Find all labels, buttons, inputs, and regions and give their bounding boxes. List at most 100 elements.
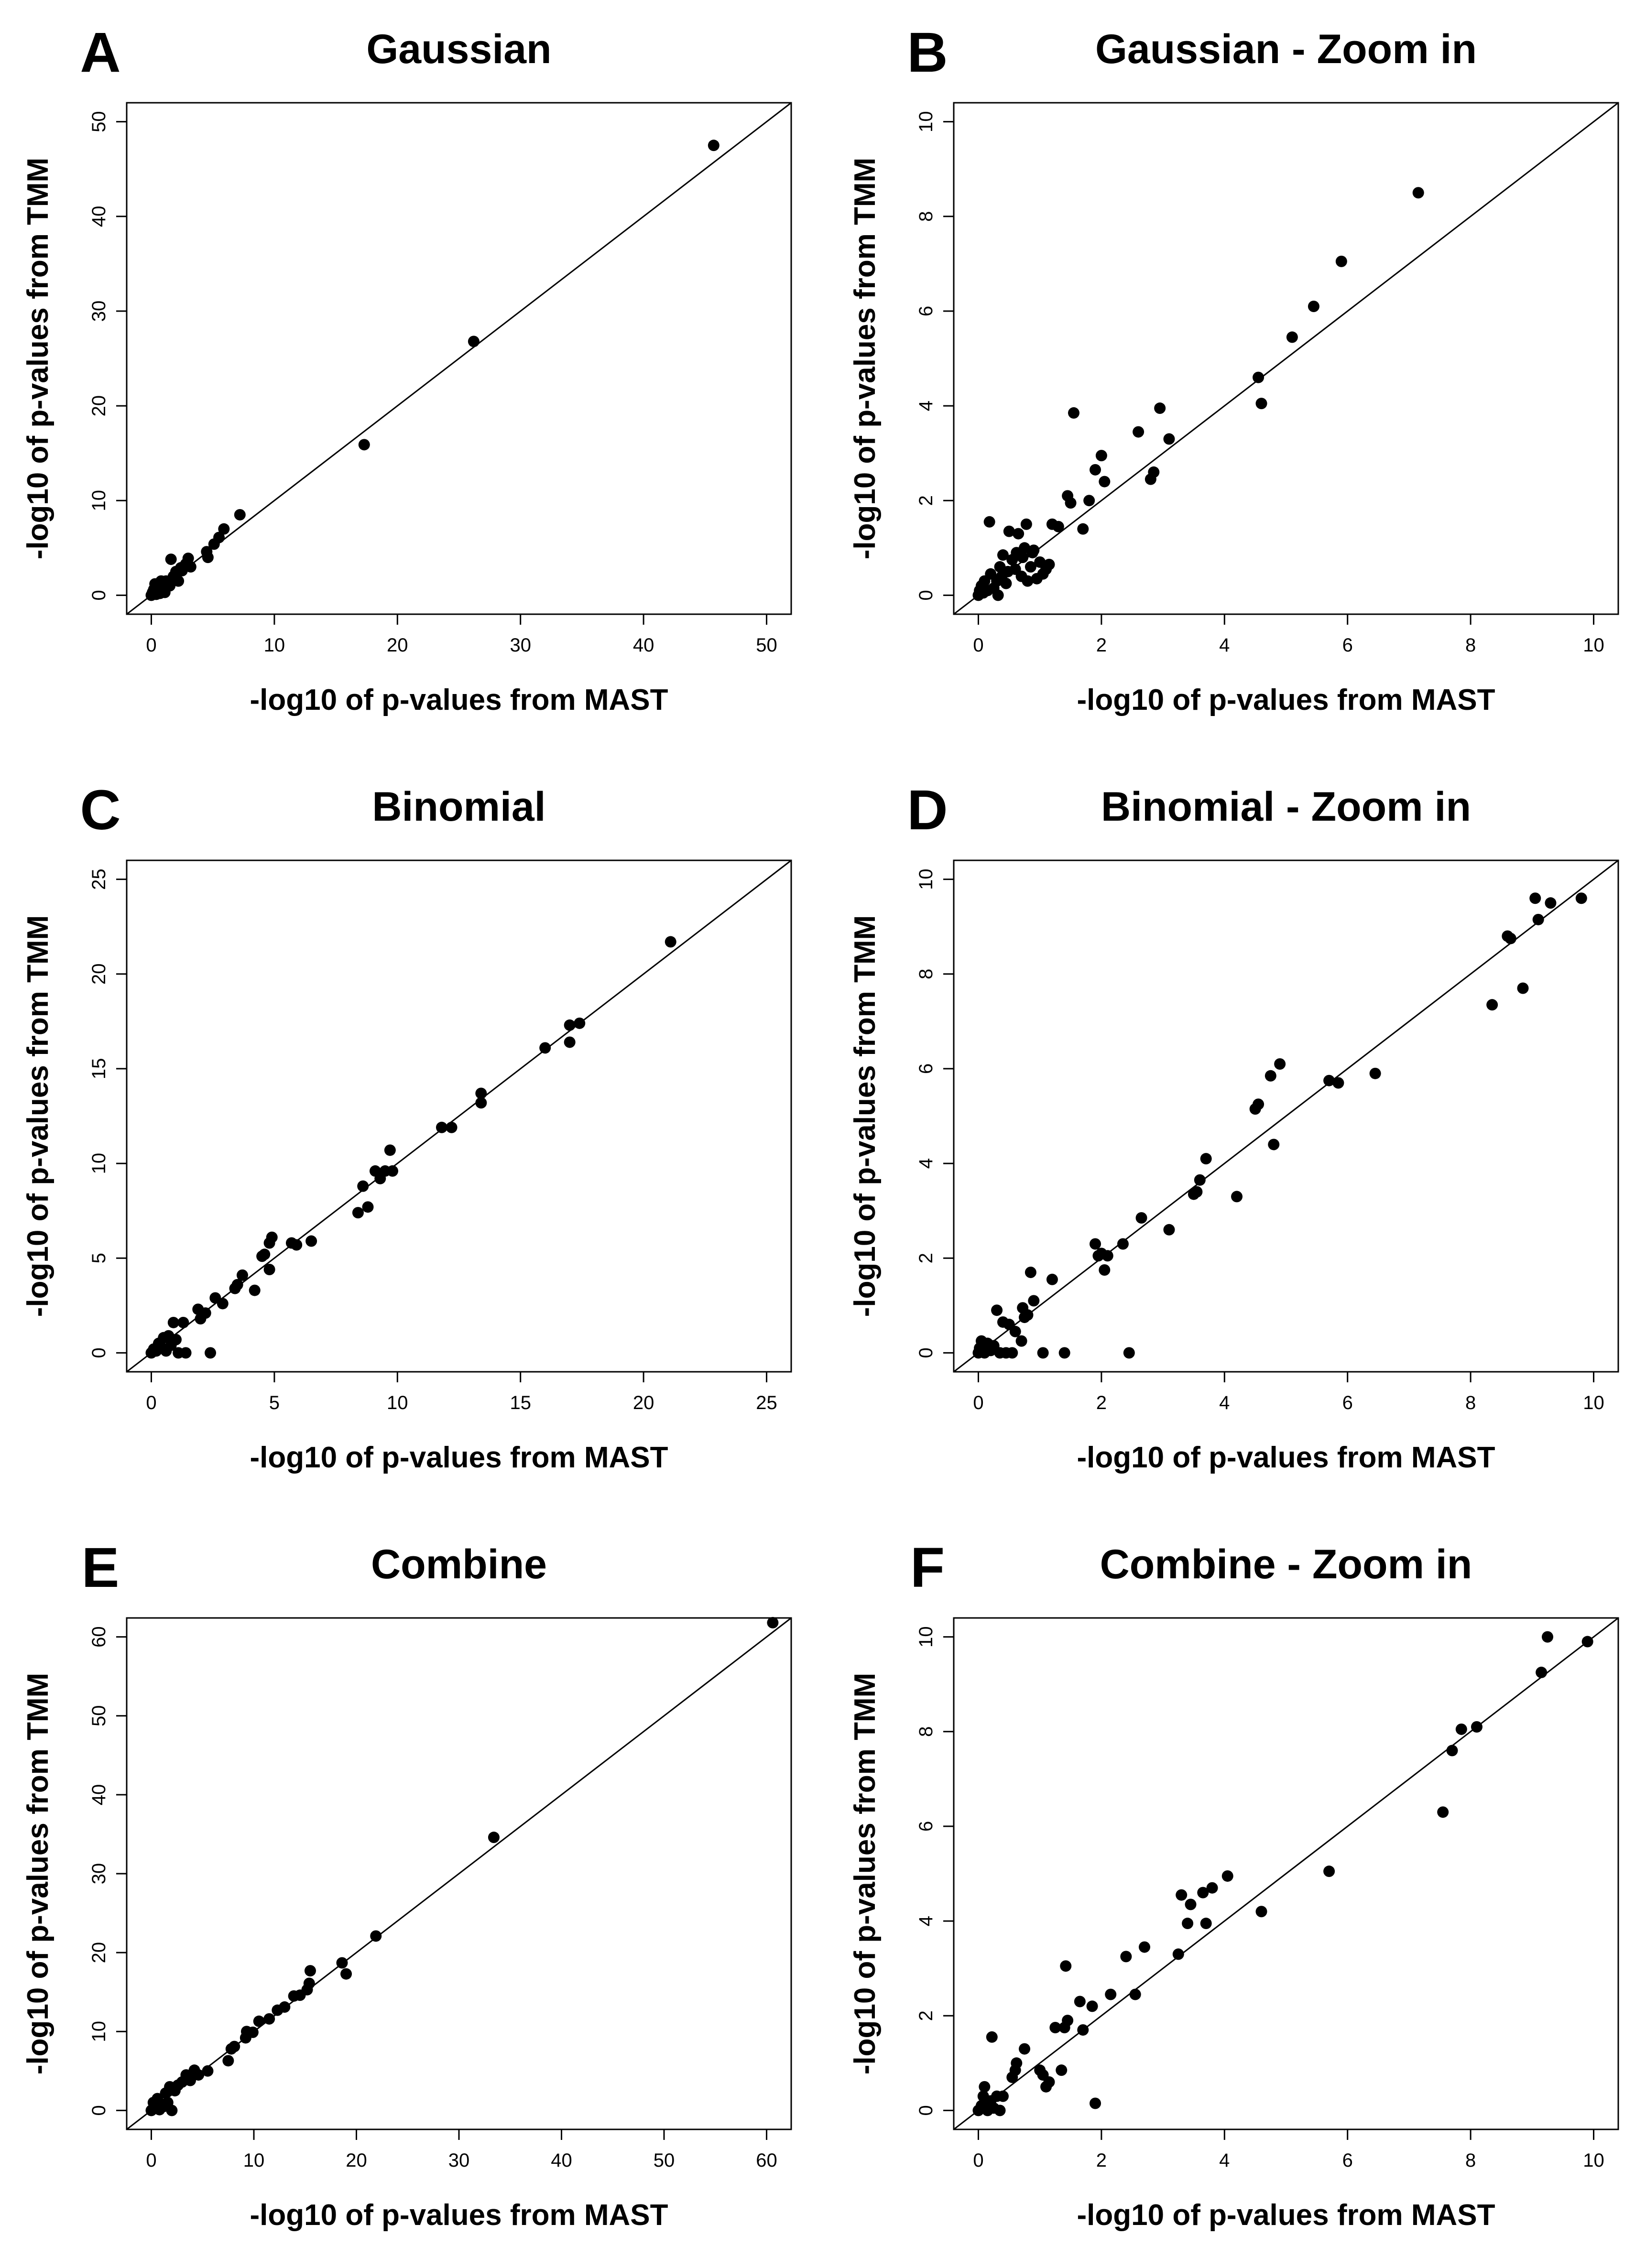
data-point: [1194, 1174, 1206, 1186]
x-axis-label: -log10 of p-values from MAST: [1077, 2199, 1495, 2232]
data-point: [1120, 1951, 1132, 1963]
y-tick-label: 25: [88, 868, 109, 890]
y-axis-label: -log10 of p-values from TMM: [849, 158, 882, 559]
data-point: [1052, 521, 1064, 532]
data-point: [1253, 371, 1264, 383]
y-tick-label: 20: [88, 395, 109, 417]
data-point: [247, 2026, 259, 2038]
data-point: [1123, 1347, 1135, 1359]
y-tick-label: 30: [88, 1863, 109, 1885]
y-tick-label: 0: [916, 1347, 937, 1358]
chart-title: Combine - Zoom in: [1100, 1541, 1472, 1587]
x-axis: 0 2 4 6 8 10: [973, 613, 1604, 656]
y-tick-label: 2: [916, 1253, 937, 1263]
y-tick-label: 4: [916, 401, 937, 411]
data-point: [564, 1036, 576, 1048]
data-point: [1006, 1347, 1018, 1359]
y-tick-label: 2: [916, 495, 937, 506]
data-point: [1323, 1074, 1335, 1086]
data-point: [1191, 1186, 1203, 1198]
panel-letter: E: [82, 1536, 120, 1599]
y-axis: 0 10 20 30 40 50: [88, 111, 127, 600]
data-point: [1172, 1948, 1184, 1960]
data-point: [236, 1269, 248, 1281]
data-point: [539, 1042, 551, 1054]
data-point: [708, 140, 719, 152]
identity-line: [954, 103, 1618, 614]
data-point: [1028, 1295, 1040, 1307]
data-point: [1009, 1325, 1021, 1337]
y-tick-label: 10: [88, 2021, 109, 2042]
data-point: [1197, 1887, 1209, 1899]
y-tick-label: 8: [916, 969, 937, 979]
x-tick-label: 6: [1342, 2150, 1353, 2171]
x-tick-label: 4: [1219, 2150, 1230, 2171]
data-point: [1037, 1347, 1049, 1359]
data-point: [362, 1201, 374, 1213]
y-tick-label: 40: [88, 206, 109, 228]
data-point: [1185, 1899, 1197, 1910]
data-point: [475, 1087, 487, 1099]
data-point: [1133, 426, 1145, 438]
data-point: [1176, 1889, 1188, 1901]
data-point: [665, 936, 676, 948]
data-point: [1264, 1070, 1276, 1082]
data-point: [1068, 407, 1079, 419]
data-point: [574, 1017, 586, 1029]
data-point: [1077, 2024, 1089, 2036]
data-point: [1163, 1224, 1175, 1236]
data-point: [1065, 497, 1077, 509]
y-tick-label: 10: [916, 111, 937, 132]
identity-line: [954, 860, 1618, 1372]
data-point: [1015, 1335, 1027, 1347]
y-axis-label: -log10 of p-values from TMM: [22, 158, 55, 559]
data-point: [1099, 476, 1111, 488]
x-axis: 0 2 4 6 8 10: [973, 1371, 1604, 1413]
y-axis-label: -log10 of p-values from TMM: [22, 915, 55, 1317]
data-point: [1182, 1918, 1194, 1930]
data-point: [446, 1121, 458, 1133]
data-point: [336, 1957, 348, 1969]
data-point: [213, 532, 225, 543]
data-points: [972, 1631, 1593, 2116]
x-tick-label: 50: [654, 2150, 675, 2171]
data-point: [202, 2065, 214, 2077]
data-point: [1486, 999, 1498, 1011]
y-tick-label: 40: [88, 1784, 109, 1806]
data-point: [1025, 1266, 1036, 1278]
x-tick-label: 60: [756, 2150, 777, 2171]
chart-title: Binomial - Zoom in: [1101, 784, 1471, 830]
x-tick-label: 8: [1465, 635, 1476, 656]
data-point: [1200, 1918, 1212, 1930]
x-tick-label: 10: [1583, 1392, 1604, 1413]
x-axis: 0 10 20 30 40 50: [146, 613, 777, 656]
y-tick-label: 0: [916, 2105, 937, 2116]
data-point: [249, 1284, 261, 1296]
data-point: [1369, 1067, 1381, 1079]
data-point: [1011, 2057, 1023, 2069]
y-tick-label: 50: [88, 1705, 109, 1727]
x-tick-label: 15: [510, 1392, 531, 1413]
panel-letter: D: [907, 779, 948, 842]
data-point: [229, 2040, 240, 2052]
data-point: [1200, 1153, 1212, 1165]
data-point: [217, 1298, 229, 1310]
y-tick-label: 8: [916, 211, 937, 222]
data-point: [436, 1121, 447, 1133]
panel-letter: F: [910, 1536, 945, 1599]
y-tick-label: 4: [916, 1916, 937, 1926]
data-point: [1043, 558, 1055, 570]
data-point: [997, 549, 1009, 561]
data-point: [266, 1231, 278, 1243]
data-point: [1437, 1806, 1449, 1818]
panel-letter: C: [80, 779, 120, 842]
data-point: [352, 1207, 364, 1219]
data-point: [1286, 331, 1298, 343]
x-tick-label: 25: [756, 1392, 777, 1413]
data-point: [1332, 1077, 1344, 1089]
data-point: [1129, 1988, 1141, 2000]
data-points: [972, 892, 1587, 1359]
y-tick-label: 30: [88, 301, 109, 322]
data-point: [1022, 575, 1034, 587]
